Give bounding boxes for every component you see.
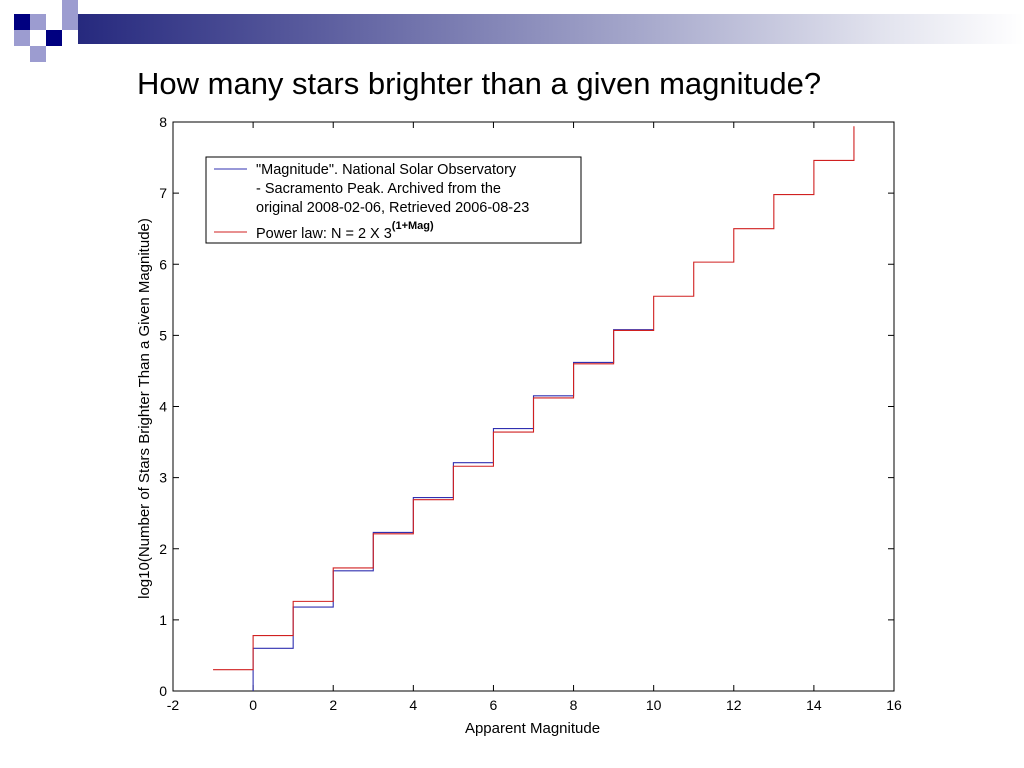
x-tick-label: 10 — [646, 697, 662, 713]
y-tick-label: 0 — [159, 683, 167, 699]
x-tick-label: 12 — [726, 697, 742, 713]
y-tick-label: 3 — [159, 470, 167, 486]
legend-label-1-text: Power law: N = 2 X 3 — [256, 226, 392, 242]
corner-square-light-1 — [30, 14, 46, 30]
y-tick-label: 7 — [159, 185, 167, 201]
legend-box — [205, 156, 582, 244]
x-tick-label: 6 — [490, 697, 498, 713]
legend-label-0-line-0: "Magnitude". National Solar Observatory — [256, 162, 517, 178]
slide-title: How many stars brighter than a given mag… — [137, 66, 822, 101]
title-gradient-bar — [78, 14, 1024, 44]
corner-square-dark-1 — [14, 14, 30, 30]
series-line-0 — [252, 329, 654, 691]
legend-label-1: Power law: N = 2 X 3(1+Mag) — [256, 220, 434, 242]
y-tick-label: 6 — [159, 256, 167, 272]
y-axis-label: log10(Number of Stars Brighter Than a Gi… — [136, 218, 153, 599]
corner-square-light-5 — [62, 14, 78, 30]
corner-square-light-2 — [62, 0, 78, 14]
y-tick-label: 8 — [159, 114, 167, 130]
corner-square-light-4 — [30, 46, 46, 62]
legend-label-0-line-2: original 2008-02-06, Retrieved 2006-08-2… — [256, 200, 529, 216]
y-tick-label: 1 — [159, 612, 167, 628]
legend-label-1-superscript: (1+Mag) — [392, 220, 434, 232]
x-tick-label: 4 — [409, 697, 417, 713]
y-tick-label: 2 — [159, 541, 167, 557]
y-tick-label: 4 — [159, 399, 167, 415]
x-tick-label: 16 — [886, 697, 902, 713]
corner-square-dark-2 — [46, 30, 62, 46]
corner-square-light-3 — [14, 30, 30, 46]
x-axis-label: Apparent Magnitude — [465, 720, 600, 737]
series-line-1 — [213, 126, 855, 671]
x-tick-label: 2 — [329, 697, 337, 713]
y-tick-label: 5 — [159, 327, 167, 343]
x-tick-label: 8 — [570, 697, 578, 713]
legend-label-0-line-1: - Sacramento Peak. Archived from the — [256, 181, 501, 197]
x-tick-label: 0 — [249, 697, 257, 713]
x-tick-label: -2 — [167, 697, 180, 713]
x-tick-label: 14 — [806, 697, 822, 713]
